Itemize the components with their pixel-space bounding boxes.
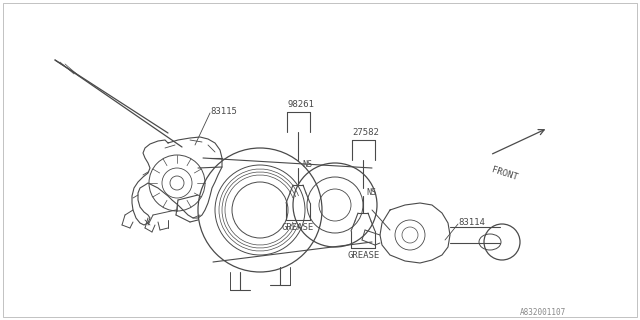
Text: GREASE: GREASE	[282, 223, 314, 232]
Text: 27582: 27582	[352, 128, 379, 137]
Text: NS: NS	[366, 188, 376, 197]
Text: FRONT: FRONT	[490, 165, 518, 182]
Text: NS: NS	[302, 160, 312, 169]
Text: 98261: 98261	[288, 100, 315, 109]
Text: 83115: 83115	[210, 107, 237, 116]
Text: A832001107: A832001107	[520, 308, 566, 317]
Text: GREASE: GREASE	[347, 251, 380, 260]
Text: 83114: 83114	[458, 218, 485, 227]
